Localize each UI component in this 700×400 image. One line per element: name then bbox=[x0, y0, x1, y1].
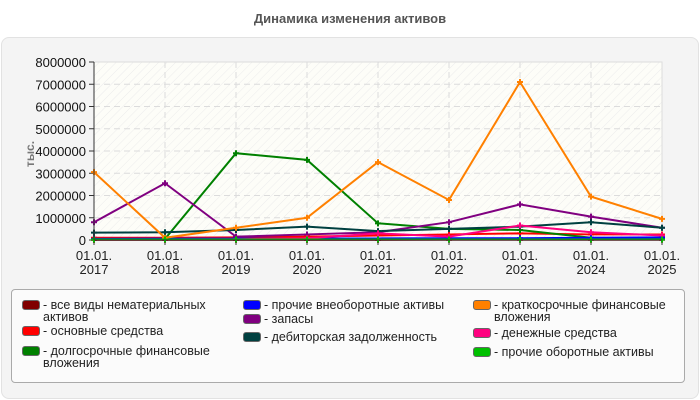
x-tick-label: 2023 bbox=[506, 262, 535, 277]
x-tick-label: 01.01. bbox=[502, 248, 538, 263]
legend-swatch-icon bbox=[243, 300, 261, 310]
data-point-marker bbox=[446, 225, 452, 232]
y-tick-label: 3000000 bbox=[35, 166, 86, 181]
x-tick-label: 01.01. bbox=[644, 248, 680, 263]
y-tick-label: 2000000 bbox=[35, 189, 86, 204]
y-tick-label: 1000000 bbox=[35, 211, 86, 226]
data-point-marker bbox=[588, 229, 594, 236]
data-point-marker bbox=[517, 201, 523, 208]
x-tick-label: 2022 bbox=[435, 262, 464, 277]
x-tick-label: 2025 bbox=[648, 262, 677, 277]
x-tick-label: 01.01. bbox=[431, 248, 467, 263]
data-point-marker bbox=[304, 156, 310, 163]
data-point-marker bbox=[446, 196, 452, 203]
y-tick-label: 5000000 bbox=[35, 122, 86, 137]
data-point-marker bbox=[659, 224, 665, 231]
x-tick-label: 01.01. bbox=[147, 248, 183, 263]
chart-title: Динамика изменения активов bbox=[253, 11, 447, 26]
x-tick-label: 01.01. bbox=[218, 248, 254, 263]
data-point-marker bbox=[162, 180, 168, 187]
data-point-marker bbox=[588, 219, 594, 226]
grid-lines bbox=[94, 61, 662, 240]
y-tick-label: 6000000 bbox=[35, 100, 86, 115]
x-tick-label: 01.01. bbox=[76, 248, 112, 263]
legend-swatch-icon bbox=[473, 347, 491, 357]
x-tick-label: 01.01. bbox=[360, 248, 396, 263]
y-tick-label: 8000000 bbox=[35, 55, 86, 70]
legend-swatch-icon bbox=[22, 300, 40, 310]
legend-swatch-icon bbox=[473, 300, 491, 310]
data-point-marker bbox=[659, 215, 665, 222]
x-tick-label: 2019 bbox=[222, 262, 251, 277]
y-tick-label: 4000000 bbox=[35, 144, 86, 159]
data-point-marker bbox=[304, 223, 310, 230]
data-point-marker bbox=[233, 150, 239, 157]
x-tick-label: 01.01. bbox=[573, 248, 609, 263]
legend-swatch-icon bbox=[22, 326, 40, 336]
legend-swatch-icon bbox=[243, 332, 261, 342]
x-tick-label: 2017 bbox=[80, 262, 109, 277]
data-point-marker bbox=[446, 219, 452, 226]
data-point-marker bbox=[517, 222, 523, 229]
data-point-marker bbox=[304, 214, 310, 221]
data-point-marker bbox=[162, 229, 168, 236]
line-chart: 0 1000000 2000000 3000000 4000000 5000000 6000… bbox=[23, 55, 680, 277]
x-tick-label: 2024 bbox=[577, 262, 606, 277]
x-axis: 01.01.201701.01.201801.01.201901.01.2020… bbox=[76, 240, 680, 277]
data-point-marker bbox=[375, 220, 381, 227]
y-tick-label: 7000000 bbox=[35, 77, 86, 92]
legend: - все виды нематериальных активов - осно… bbox=[11, 289, 685, 383]
y-axis-title: тыс. bbox=[23, 141, 37, 167]
x-tick-label: 2018 bbox=[151, 262, 180, 277]
legend-swatch-icon bbox=[22, 346, 40, 356]
data-point-marker bbox=[233, 224, 239, 231]
data-point-marker bbox=[588, 193, 594, 200]
legend-swatch-icon bbox=[243, 314, 261, 324]
data-point-marker bbox=[588, 213, 594, 220]
data-point-marker bbox=[375, 230, 381, 237]
y-axis: 0 1000000 2000000 3000000 4000000 5000000 6000… bbox=[35, 55, 94, 248]
x-tick-label: 2020 bbox=[293, 262, 322, 277]
legend-swatch-icon bbox=[473, 328, 491, 338]
x-tick-label: 01.01. bbox=[289, 248, 325, 263]
x-tick-label: 2021 bbox=[364, 262, 393, 277]
data-point-marker bbox=[517, 79, 523, 86]
y-tick-label: 0 bbox=[79, 233, 86, 248]
data-point-marker bbox=[375, 159, 381, 166]
